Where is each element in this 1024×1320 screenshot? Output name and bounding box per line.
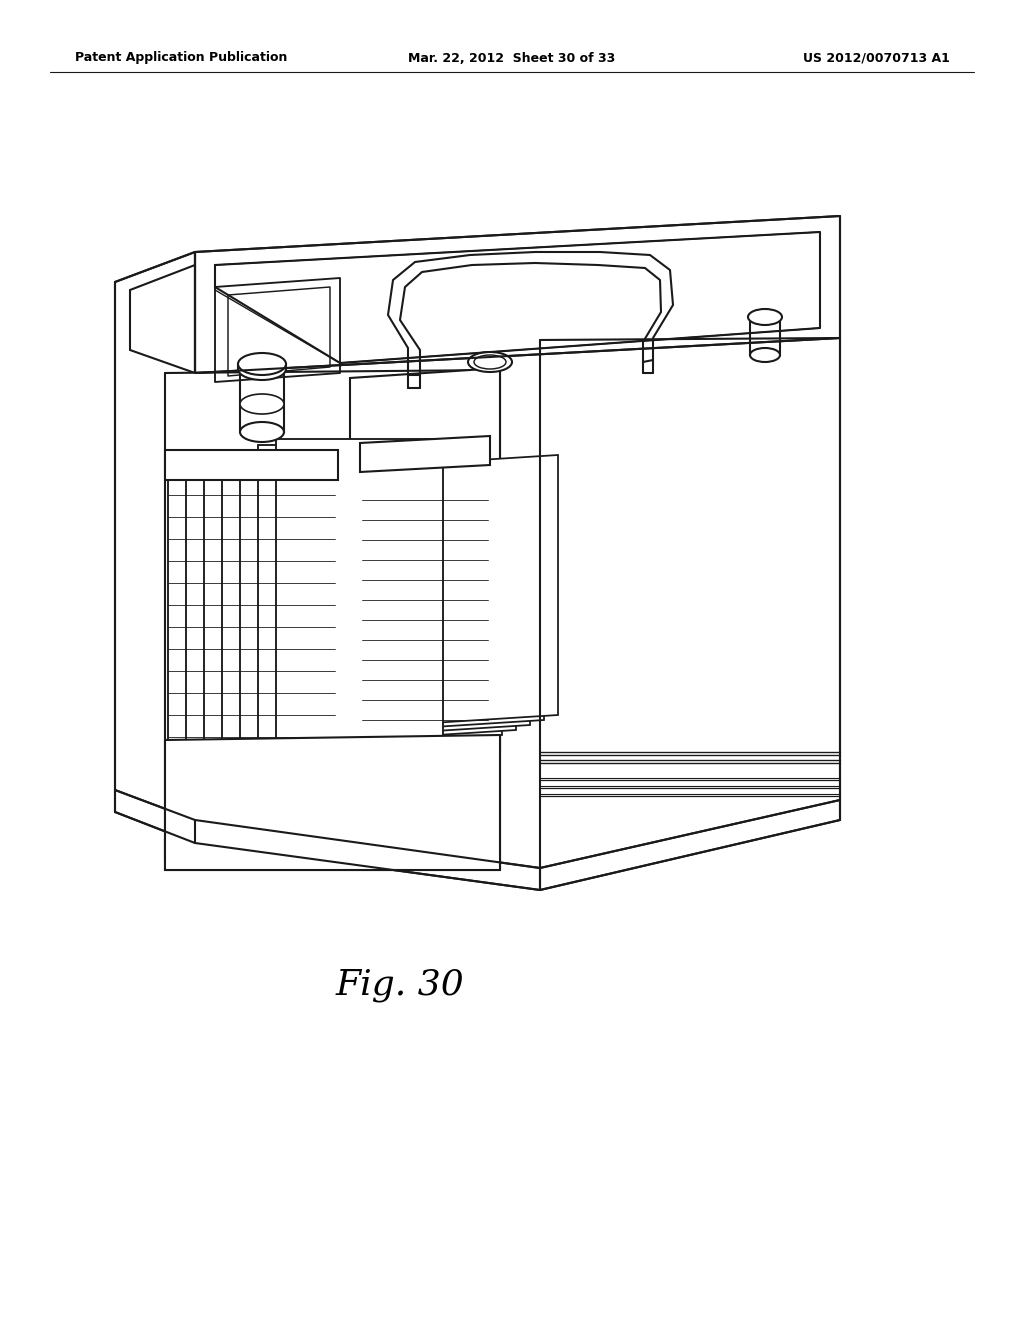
Polygon shape bbox=[432, 455, 558, 723]
Polygon shape bbox=[165, 370, 500, 870]
Polygon shape bbox=[360, 436, 490, 473]
Polygon shape bbox=[186, 469, 353, 849]
Polygon shape bbox=[362, 480, 488, 748]
Polygon shape bbox=[165, 450, 338, 480]
Ellipse shape bbox=[238, 352, 286, 375]
Ellipse shape bbox=[240, 393, 284, 414]
Polygon shape bbox=[222, 457, 389, 837]
Polygon shape bbox=[165, 840, 338, 861]
Ellipse shape bbox=[240, 422, 284, 442]
Ellipse shape bbox=[748, 309, 782, 325]
Polygon shape bbox=[115, 252, 195, 820]
Ellipse shape bbox=[474, 355, 506, 370]
Ellipse shape bbox=[238, 358, 286, 380]
Text: US 2012/0070713 A1: US 2012/0070713 A1 bbox=[803, 51, 950, 65]
Polygon shape bbox=[168, 475, 335, 855]
Polygon shape bbox=[350, 368, 500, 760]
Text: Patent Application Publication: Patent Application Publication bbox=[75, 51, 288, 65]
Text: Fig. 30: Fig. 30 bbox=[336, 968, 464, 1002]
Polygon shape bbox=[276, 440, 443, 818]
Ellipse shape bbox=[468, 352, 512, 372]
Polygon shape bbox=[195, 216, 840, 374]
Ellipse shape bbox=[750, 348, 780, 362]
Text: Mar. 22, 2012  Sheet 30 of 33: Mar. 22, 2012 Sheet 30 of 33 bbox=[409, 51, 615, 65]
Polygon shape bbox=[115, 216, 840, 869]
Polygon shape bbox=[258, 445, 425, 825]
Polygon shape bbox=[376, 475, 502, 743]
Polygon shape bbox=[390, 470, 516, 738]
Polygon shape bbox=[540, 338, 840, 869]
Polygon shape bbox=[204, 463, 371, 843]
Polygon shape bbox=[165, 735, 500, 870]
Polygon shape bbox=[418, 459, 544, 729]
Polygon shape bbox=[404, 465, 530, 733]
Polygon shape bbox=[240, 451, 407, 832]
